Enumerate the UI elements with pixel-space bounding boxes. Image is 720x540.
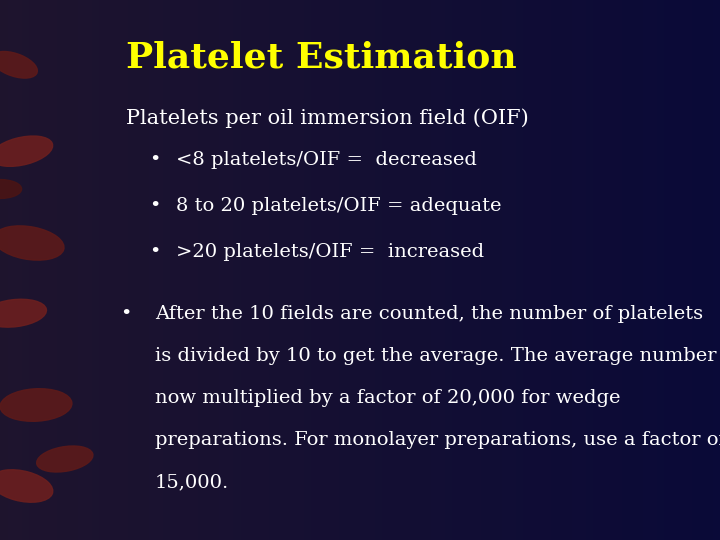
Text: •: •	[149, 243, 161, 261]
Text: preparations. For monolayer preparations, use a factor of: preparations. For monolayer preparations…	[155, 431, 720, 449]
Text: 8 to 20 platelets/OIF = adequate: 8 to 20 platelets/OIF = adequate	[176, 197, 502, 215]
Ellipse shape	[0, 389, 72, 421]
Ellipse shape	[37, 446, 93, 472]
Text: Platelet Estimation: Platelet Estimation	[126, 40, 517, 75]
Ellipse shape	[0, 179, 22, 198]
Text: •: •	[120, 305, 132, 323]
Text: •: •	[149, 197, 161, 215]
Text: Platelets per oil immersion field (OIF): Platelets per oil immersion field (OIF)	[126, 108, 528, 127]
Ellipse shape	[0, 51, 37, 78]
Text: 15,000.: 15,000.	[155, 474, 229, 491]
Ellipse shape	[0, 136, 53, 166]
Ellipse shape	[0, 226, 64, 260]
Ellipse shape	[0, 470, 53, 502]
Text: now multiplied by a factor of 20,000 for wedge: now multiplied by a factor of 20,000 for…	[155, 389, 621, 407]
Text: is divided by 10 to get the average. The average number is: is divided by 10 to get the average. The…	[155, 347, 720, 365]
Text: •: •	[149, 151, 161, 169]
Ellipse shape	[0, 299, 47, 327]
Text: <8 platelets/OIF =  decreased: <8 platelets/OIF = decreased	[176, 151, 477, 169]
Text: >20 platelets/OIF =  increased: >20 platelets/OIF = increased	[176, 243, 485, 261]
Text: After the 10 fields are counted, the number of platelets: After the 10 fields are counted, the num…	[155, 305, 703, 323]
